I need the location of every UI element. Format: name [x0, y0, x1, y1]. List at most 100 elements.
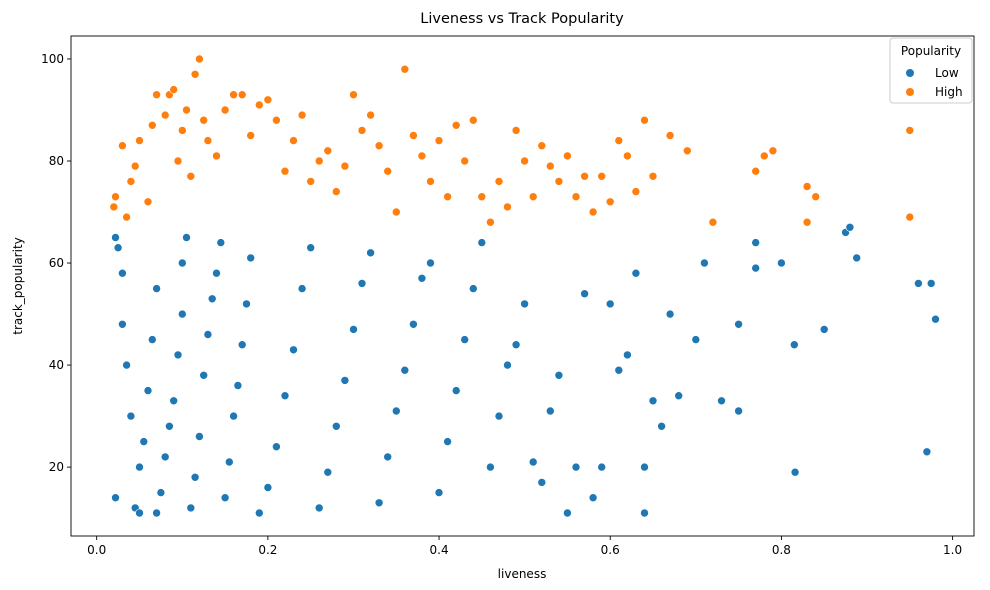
y-tick-label: 60	[49, 256, 64, 270]
y-tick-label: 100	[41, 52, 64, 66]
point-low-14	[152, 508, 161, 518]
point-high-13	[173, 156, 183, 166]
point-low-79	[605, 299, 615, 309]
x-axis: 0.0 0.2 0.4 0.6 0.8 1.0	[87, 536, 962, 557]
point-high-53	[486, 217, 495, 227]
point-low-22	[182, 233, 191, 242]
point-low-77	[588, 493, 598, 503]
point-high-23	[229, 90, 238, 99]
point-high-56	[511, 126, 521, 135]
point-high-75	[708, 217, 718, 227]
y-axis-label: track_popularity	[11, 237, 25, 334]
point-low-13	[152, 284, 161, 293]
point-high-18	[195, 54, 204, 64]
point-low-98	[790, 467, 800, 477]
point-low-17	[165, 421, 174, 431]
point-low-47	[331, 421, 341, 431]
point-high-43	[400, 64, 410, 74]
point-high-6	[135, 136, 144, 145]
point-low-55	[400, 365, 410, 375]
point-low-78	[597, 462, 607, 472]
y-tick-label: 40	[49, 358, 64, 372]
point-high-63	[571, 192, 581, 201]
point-low-97	[789, 340, 799, 350]
point-low-25	[195, 432, 204, 441]
point-high-5	[130, 161, 140, 171]
point-low-44	[306, 243, 316, 252]
point-low-102	[852, 253, 862, 263]
point-high-42	[391, 207, 401, 217]
point-high-32	[306, 177, 316, 186]
point-high-28	[272, 115, 281, 125]
point-high-82	[905, 126, 915, 135]
point-low-88	[674, 391, 684, 401]
point-low-23	[186, 503, 196, 513]
point-low-38	[254, 508, 264, 518]
point-high-69	[623, 151, 632, 161]
point-high-2	[118, 141, 127, 150]
point-low-42	[289, 345, 298, 355]
y-tick-label: 20	[49, 460, 64, 474]
legend: Popularity Low High	[889, 37, 973, 104]
point-low-61	[451, 386, 461, 395]
point-low-15	[156, 488, 166, 497]
point-low-63	[468, 284, 478, 293]
point-low-76	[580, 289, 589, 299]
point-low-80	[614, 365, 624, 375]
point-high-67	[605, 197, 615, 207]
point-high-59	[537, 141, 547, 150]
x-tick-label: 0.8	[772, 543, 791, 557]
point-low-73	[554, 370, 564, 380]
point-high-20	[203, 136, 213, 145]
point-high-71	[640, 115, 649, 125]
y-tick-label: 80	[49, 154, 64, 168]
point-low-37	[246, 253, 255, 263]
point-high-33	[314, 156, 324, 166]
point-low-4	[118, 319, 127, 329]
x-tick-label: 0.6	[601, 543, 620, 557]
point-low-58	[426, 258, 435, 268]
x-tick-label: 1.0	[943, 543, 962, 557]
point-low-64	[477, 238, 487, 247]
point-high-22	[220, 105, 230, 115]
point-high-60	[545, 161, 555, 171]
point-low-90	[700, 258, 709, 268]
point-low-60	[443, 437, 452, 446]
point-high-46	[426, 177, 435, 186]
point-high-79	[802, 217, 812, 227]
point-low-105	[926, 279, 936, 288]
point-low-29	[212, 268, 221, 278]
point-high-49	[451, 121, 461, 130]
point-high-8	[148, 121, 157, 130]
point-high-24	[237, 90, 247, 99]
point-high-38	[357, 126, 367, 135]
point-low-34	[233, 381, 243, 390]
point-high-52	[477, 192, 487, 201]
point-low-68	[511, 340, 521, 350]
point-low-26	[199, 370, 208, 380]
point-low-62	[460, 335, 470, 344]
point-high-21	[212, 151, 221, 161]
point-high-68	[614, 136, 624, 145]
series-low	[111, 223, 940, 518]
point-low-46	[323, 467, 333, 477]
point-low-67	[503, 360, 512, 370]
legend-title: Popularity	[901, 44, 961, 58]
point-high-4	[126, 177, 136, 186]
point-high-29	[280, 166, 290, 176]
point-high-58	[528, 192, 538, 201]
point-high-27	[263, 95, 273, 105]
x-tick-label: 0.2	[258, 543, 277, 557]
point-high-30	[289, 136, 298, 145]
point-low-28	[207, 294, 217, 304]
point-high-15	[182, 105, 191, 115]
legend-marker-high	[906, 88, 914, 96]
point-high-44	[409, 131, 418, 140]
point-low-53	[383, 452, 393, 462]
point-low-99	[819, 325, 829, 334]
point-low-70	[528, 457, 538, 467]
point-high-14	[178, 126, 187, 135]
point-low-87	[665, 309, 675, 319]
point-low-54	[391, 406, 401, 416]
